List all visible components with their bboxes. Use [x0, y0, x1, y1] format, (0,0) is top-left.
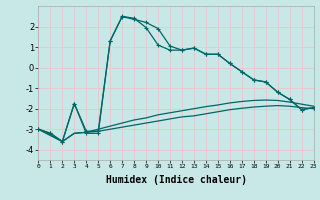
X-axis label: Humidex (Indice chaleur): Humidex (Indice chaleur) — [106, 175, 246, 185]
